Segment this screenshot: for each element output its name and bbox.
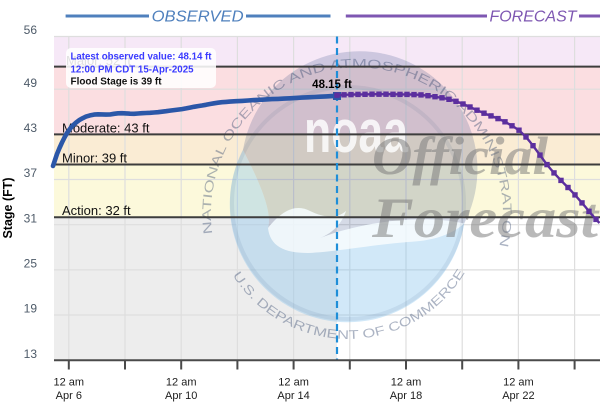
svg-text:Apr 10: Apr 10 (165, 390, 197, 402)
svg-text:12:00 PM CDT 15-Apr-2025: 12:00 PM CDT 15-Apr-2025 (71, 65, 194, 76)
svg-text:49: 49 (24, 76, 38, 90)
svg-text:Stage (FT): Stage (FT) (1, 177, 15, 238)
svg-text:Action: 32 ft: Action: 32 ft (62, 203, 131, 218)
svg-text:FORECAST: FORECAST (490, 9, 579, 26)
svg-text:Flood Stage is 39 ft: Flood Stage is 39 ft (71, 77, 163, 88)
svg-text:Latest observed value: 48.14 f: Latest observed value: 48.14 ft (71, 52, 213, 63)
svg-text:Moderate: 43 ft: Moderate: 43 ft (62, 120, 150, 135)
svg-text:25: 25 (24, 257, 38, 271)
svg-text:56: 56 (24, 23, 38, 37)
svg-text:Apr 18: Apr 18 (390, 390, 422, 402)
svg-text:13: 13 (24, 347, 38, 361)
svg-text:Official: Official (372, 126, 548, 186)
svg-text:12 am: 12 am (278, 377, 309, 389)
svg-text:19: 19 (24, 302, 38, 316)
svg-text:43: 43 (24, 121, 38, 135)
svg-text:12 am: 12 am (391, 377, 422, 389)
svg-text:12 am: 12 am (54, 377, 85, 389)
svg-text:OBSERVED: OBSERVED (152, 9, 244, 26)
svg-text:12 am: 12 am (503, 377, 534, 389)
svg-text:noaa: noaa (304, 98, 408, 165)
svg-text:Apr 6: Apr 6 (56, 390, 82, 402)
svg-text:12 am: 12 am (166, 377, 197, 389)
svg-text:37: 37 (24, 166, 38, 180)
svg-text:48.15 ft: 48.15 ft (312, 79, 352, 91)
svg-text:31: 31 (24, 211, 38, 225)
svg-text:Minor: 39 ft: Minor: 39 ft (62, 151, 127, 166)
svg-text:Forecast: Forecast (371, 187, 600, 250)
svg-text:Apr 14: Apr 14 (277, 390, 309, 402)
svg-text:Apr 22: Apr 22 (502, 390, 534, 402)
